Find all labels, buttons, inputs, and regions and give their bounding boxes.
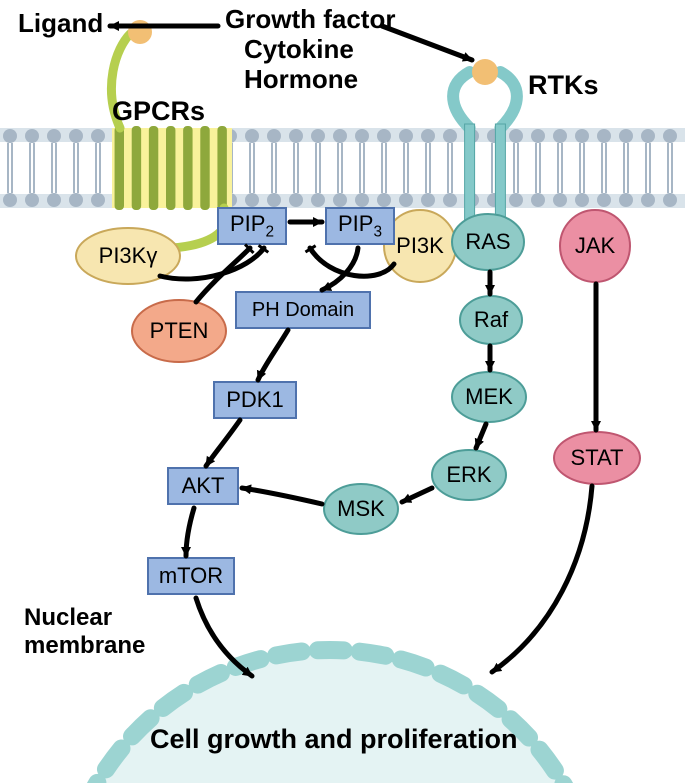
node-pi3k-label: PI3K (384, 210, 456, 282)
node-mtor-label: mTOR (148, 558, 234, 594)
growth-factor-label: Growth factor (225, 4, 395, 35)
node-ph-label: PH Domain (236, 292, 370, 328)
edge-akt-to-mtor (186, 508, 194, 556)
node-pten-label: PTEN (132, 300, 226, 362)
node-akt-label: AKT (168, 468, 238, 504)
node-ras-label: RAS (452, 214, 524, 270)
ligand-label: Ligand (18, 8, 103, 39)
cytokine-label: Cytokine (244, 34, 354, 65)
node-pip2-label: PIP2 (218, 208, 286, 244)
edge-msk-to-akt (242, 488, 322, 504)
svg-layer (0, 0, 685, 783)
node-mek-label: MEK (452, 372, 526, 422)
rtks-label: RTKs (528, 70, 599, 101)
edge-mtor-to-nucl (196, 598, 252, 676)
node-erk-label: ERK (432, 450, 506, 500)
node-stat-label: STAT (554, 432, 640, 484)
edge-erk-to-msk (402, 488, 432, 502)
nucleus-text: Cell growth and proliferation (150, 724, 518, 755)
edge-ph-to-pdk1 (258, 330, 288, 380)
edge-pdk1-to-akt (206, 420, 240, 466)
edge-top-to-rtk (382, 26, 472, 60)
node-jak-label: JAK (560, 210, 630, 282)
gpcrs-label: GPCRs (112, 96, 205, 127)
hormone-label: Hormone (244, 64, 358, 95)
diagram-canvas: Ligand Growth factor Cytokine Hormone GP… (0, 0, 685, 783)
node-msk-label: MSK (324, 484, 398, 534)
edge-pip3-to-ph (322, 248, 358, 290)
membrane-label: membrane (24, 632, 145, 660)
edge-mek-to-erk (476, 424, 486, 448)
node-raf-label: Raf (460, 296, 522, 344)
nuclear-label: Nuclear (24, 604, 112, 632)
edge-stat-to-nucl (492, 486, 592, 672)
edge-pi3k-to-pip3 (310, 248, 394, 276)
node-pdk1-label: PDK1 (214, 382, 296, 418)
node-pip3-label: PIP3 (326, 208, 394, 244)
node-pi3kg-label: PI3Kγ (76, 228, 180, 284)
